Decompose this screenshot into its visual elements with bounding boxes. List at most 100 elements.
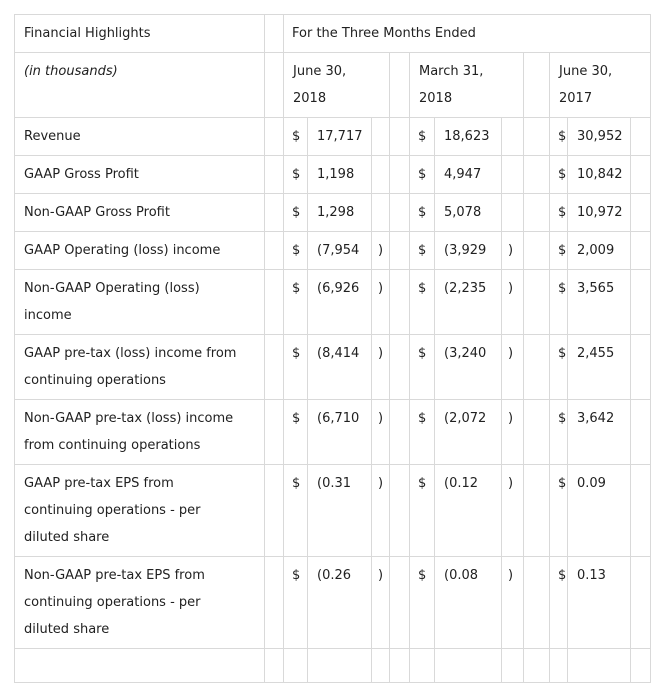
trailing-cell <box>629 464 652 557</box>
trailing-cell <box>629 155 652 194</box>
currency-cell: $ <box>549 117 568 156</box>
amount-cell: 5,078 <box>434 193 502 232</box>
spacer-cell <box>264 334 284 400</box>
empty-cell <box>409 648 435 683</box>
units-label: (in thousands) <box>14 52 265 118</box>
row-label: Revenue <box>14 117 265 156</box>
table-row: GAAP pre-tax (loss) income from continui… <box>14 334 652 400</box>
header-row-title: Financial Highlights For the Three Month… <box>14 14 652 53</box>
spacer-cell <box>264 193 284 232</box>
trailing-cell <box>629 269 652 335</box>
trailing-cell <box>629 556 652 649</box>
empty-cell <box>629 648 652 683</box>
trailing-cell <box>629 334 652 400</box>
currency-cell: $ <box>283 269 308 335</box>
amount-cell: 10,842 <box>567 155 631 194</box>
table-row: Non-GAAP pre-tax EPS from continuing ope… <box>14 556 652 649</box>
row-label: Non-GAAP Operating (loss) income <box>14 269 265 335</box>
period-header: For the Three Months Ended <box>282 14 652 53</box>
spacer-cell <box>389 334 410 400</box>
currency-cell: $ <box>409 269 435 335</box>
spacer-cell <box>264 155 284 194</box>
amount-cell: 2,455 <box>567 334 631 400</box>
currency-cell: $ <box>283 556 308 649</box>
paren-cell: ) <box>371 231 390 270</box>
amount-cell: (2,235 <box>434 269 502 335</box>
amount-cell: 2,009 <box>567 231 631 270</box>
empty-cell <box>523 648 550 683</box>
financial-highlights-table: Financial Highlights For the Three Month… <box>14 14 652 683</box>
currency-cell: $ <box>549 269 568 335</box>
empty-row <box>14 648 652 683</box>
currency-cell: $ <box>409 155 435 194</box>
currency-cell: $ <box>549 464 568 557</box>
amount-cell: 3,565 <box>567 269 631 335</box>
amount-cell: (0.31 <box>307 464 372 557</box>
column-header-june-30-2017: June 30, 2017 <box>548 52 652 118</box>
currency-cell: $ <box>409 334 435 400</box>
paren-cell <box>371 155 390 194</box>
empty-cell <box>264 648 284 683</box>
row-label: GAAP Operating (loss) income <box>14 231 265 270</box>
amount-cell: (3,929 <box>434 231 502 270</box>
spacer-cell <box>523 155 550 194</box>
spacer-cell <box>523 193 550 232</box>
paren-cell: ) <box>501 334 524 400</box>
spacer-cell <box>523 117 550 156</box>
row-label: GAAP pre-tax EPS from continuing operati… <box>14 464 265 557</box>
amount-cell: 3,642 <box>567 399 631 465</box>
spacer-cell <box>523 556 550 649</box>
paren-cell: ) <box>371 269 390 335</box>
paren-cell <box>371 117 390 156</box>
row-label: Non-GAAP pre-tax (loss) income from cont… <box>14 399 265 465</box>
amount-cell: (7,954 <box>307 231 372 270</box>
row-label: Non-GAAP pre-tax EPS from continuing ope… <box>14 556 265 649</box>
header-row-dates: (in thousands) June 30, 2018 March 31, 2… <box>14 52 652 118</box>
amount-cell: 10,972 <box>567 193 631 232</box>
table-row: GAAP Operating (loss) income $ (7,954 ) … <box>14 231 652 270</box>
row-label: Non-GAAP Gross Profit <box>14 193 265 232</box>
amount-cell: (6,710 <box>307 399 372 465</box>
currency-cell: $ <box>549 399 568 465</box>
empty-cell <box>567 648 631 683</box>
amount-cell: 1,198 <box>307 155 372 194</box>
row-label: GAAP pre-tax (loss) income from continui… <box>14 334 265 400</box>
column-header-june-30-2018: June 30, 2018 <box>283 52 390 118</box>
trailing-cell <box>629 399 652 465</box>
currency-cell: $ <box>549 193 568 232</box>
currency-cell: $ <box>409 556 435 649</box>
currency-cell: $ <box>549 155 568 194</box>
spacer-cell <box>523 464 550 557</box>
currency-cell: $ <box>409 464 435 557</box>
amount-cell: (8,414 <box>307 334 372 400</box>
amount-cell: (3,240 <box>434 334 502 400</box>
trailing-cell <box>629 193 652 232</box>
currency-cell: $ <box>409 117 435 156</box>
spacer-cell <box>389 117 410 156</box>
currency-cell: $ <box>283 117 308 156</box>
currency-cell: $ <box>283 155 308 194</box>
amount-cell: 0.09 <box>567 464 631 557</box>
currency-cell: $ <box>283 334 308 400</box>
spacer-cell <box>389 556 410 649</box>
paren-cell <box>501 193 524 232</box>
empty-cell <box>371 648 390 683</box>
empty-cell <box>549 648 568 683</box>
table-row: GAAP Gross Profit $ 1,198 $ 4,947 $ 10,8… <box>14 155 652 194</box>
table-row: GAAP pre-tax EPS from continuing operati… <box>14 464 652 557</box>
spacer-cell <box>264 117 284 156</box>
currency-cell: $ <box>409 193 435 232</box>
currency-cell: $ <box>549 231 568 270</box>
paren-cell: ) <box>371 556 390 649</box>
empty-cell <box>307 648 372 683</box>
spacer-cell <box>523 52 550 118</box>
spacer-cell <box>389 193 410 232</box>
table-row: Non-GAAP pre-tax (loss) income from cont… <box>14 399 652 465</box>
currency-cell: $ <box>283 464 308 557</box>
amount-cell: 1,298 <box>307 193 372 232</box>
currency-cell: $ <box>409 231 435 270</box>
spacer-cell <box>264 399 284 465</box>
paren-cell <box>501 155 524 194</box>
paren-cell: ) <box>501 556 524 649</box>
amount-cell: (6,926 <box>307 269 372 335</box>
